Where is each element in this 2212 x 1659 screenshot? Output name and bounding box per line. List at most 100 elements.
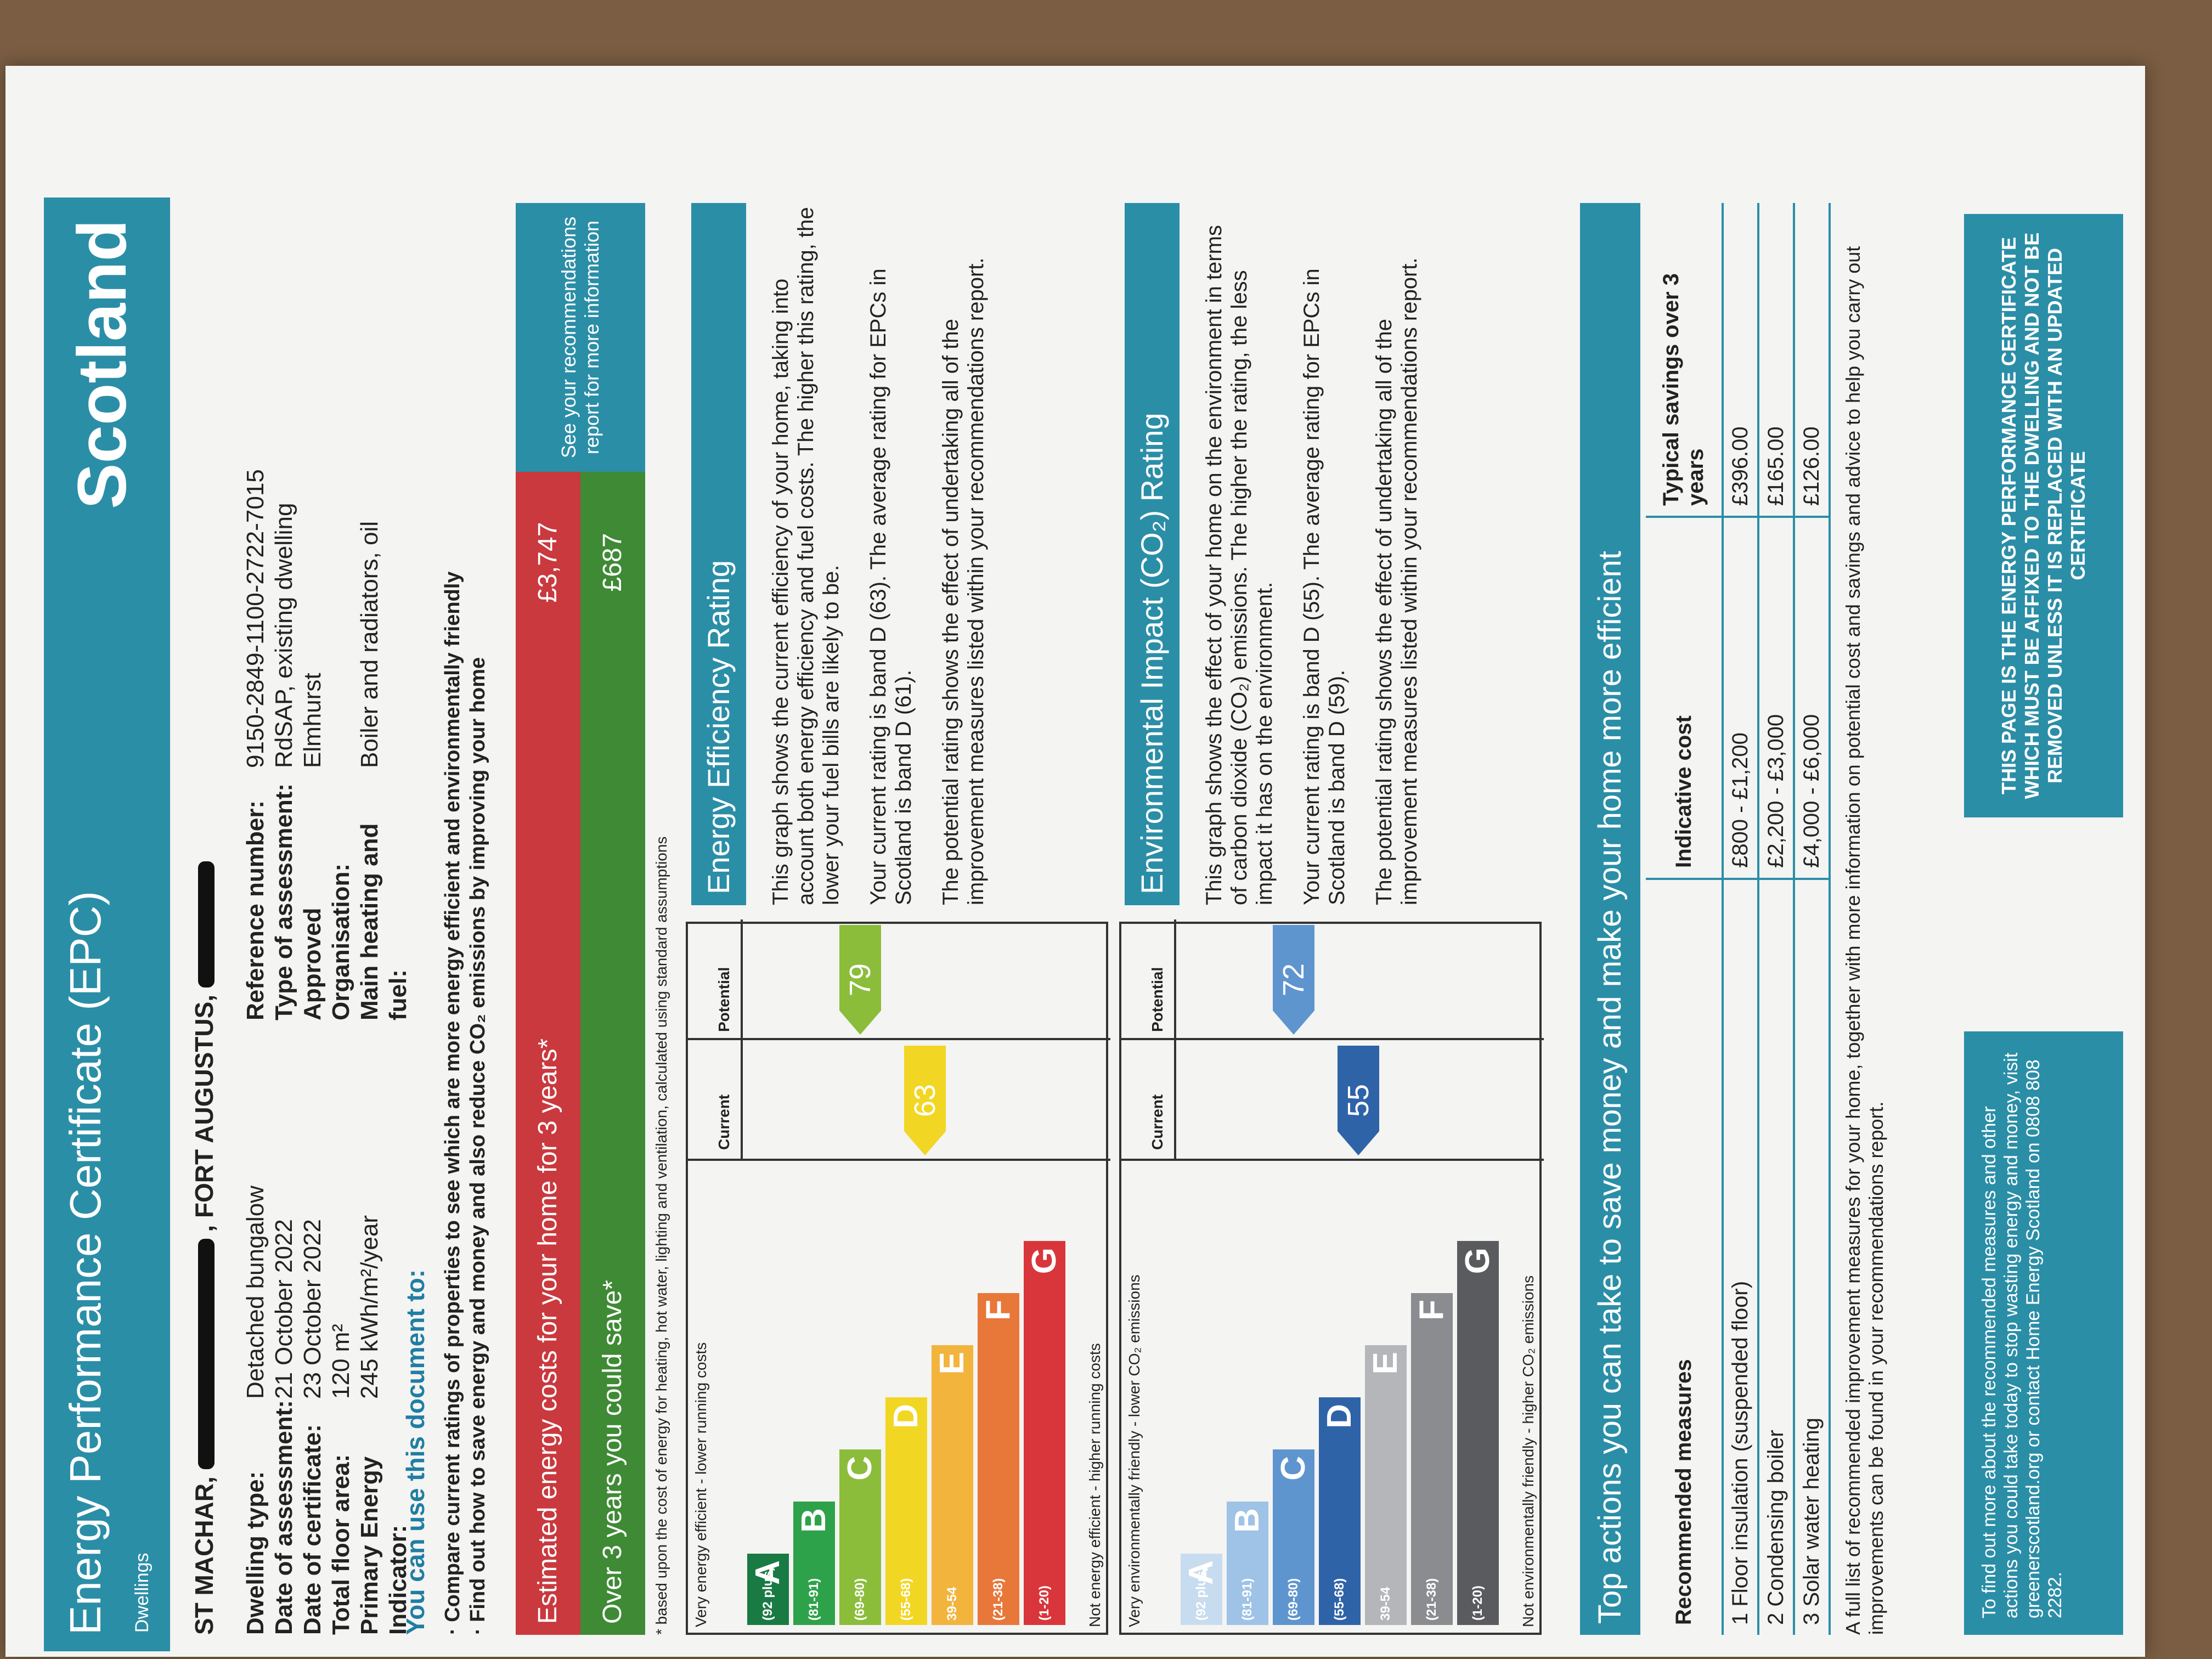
detail-row: Dwelling type: Detached bungalow [241, 1186, 270, 1635]
table-header-row: Recommended measures Indicative cost Typ… [1646, 203, 1723, 1635]
detail-label: Reference number: [242, 800, 269, 1020]
use-bullet-text: Compare current ratings of properties to… [441, 571, 464, 1622]
band-range: (69-80) [853, 1578, 867, 1621]
saving-cell: £396.00 [1723, 203, 1758, 517]
cost-footnote: * based upon the cost of energy for heat… [653, 836, 670, 1635]
detail-label: Dwelling type: [242, 1471, 269, 1635]
energy-efficiency-text: Energy Efficiency Rating This graph show… [691, 203, 1011, 905]
energy-efficiency-heading: Energy Efficiency Rating [691, 203, 746, 905]
detail-value: 23 October 2022 [299, 1219, 326, 1399]
band-range: (69-80) [1286, 1578, 1301, 1621]
detail-row: Date of assessment: 21 October 2022 [270, 1186, 298, 1635]
band-range: (1-20) [1037, 1585, 1052, 1621]
band-b: (81-91) B [1227, 1502, 1268, 1625]
column-header: Recommended measures [1671, 1359, 1696, 1625]
band-range: (1-20) [1470, 1585, 1485, 1621]
detail-row: Reference number: 9150-2849-1100-2722-70… [241, 469, 270, 1020]
use-document-heading: You can use this document to: [401, 1269, 430, 1635]
cost-cell: £800 - £1,200 [1723, 517, 1758, 879]
use-bullet-text: Find out how to save energy and money an… [466, 657, 489, 1622]
band-c: (69-80) C [839, 1449, 881, 1625]
savings-row: Over 3 years you could save* [580, 653, 645, 1635]
top-actions-section: Top actions you can take to save money a… [1580, 203, 1888, 1635]
savings-label: Over 3 years you could save* [598, 1280, 627, 1624]
saving-cell: £126.00 [1794, 203, 1830, 517]
document-title: Energy Performance Certificate (EPC) [61, 890, 110, 1635]
chart-divider [1121, 1038, 1544, 1040]
detail-row: Approved Organisation: Elmhurst [298, 469, 356, 1020]
band-e: 39-54 E [1365, 1345, 1407, 1625]
estimated-cost-row: Estimated energy costs for your home for… [516, 653, 580, 1635]
detail-value: 9150-2849-1100-2722-7015 [242, 469, 269, 768]
band-f: (21-38) F [1411, 1293, 1453, 1625]
address-town: , FORT AUGUSTUS, [190, 994, 218, 1232]
band-d: (55-68) D [1319, 1397, 1361, 1625]
band-range: (81-91) [806, 1578, 821, 1621]
band-letter: G [1459, 1248, 1497, 1274]
detail-value: 120 m² [328, 1324, 354, 1399]
country-label: Scotland [64, 219, 140, 509]
column-potential: Potential [1149, 967, 1166, 1032]
detail-label: Approved Organisation: [299, 863, 354, 1020]
environmental-impact-text: Environmental Impact (CO₂) Rating This g… [1125, 203, 1444, 905]
use-bullet: · Find out how to save energy and money … [466, 657, 489, 1635]
measure-cell: 2 Condensing boiler [1764, 1430, 1788, 1625]
ei-paragraph: The potential rating shows the effect of… [1372, 257, 1421, 906]
redaction-bar [198, 861, 215, 988]
estimated-cost-value: £3,747 [516, 472, 580, 653]
detail-value: Elmhurst [299, 673, 326, 768]
epc-document: Energy Performance Certificate (EPC) Dwe… [44, 198, 2145, 1651]
chart-top-caption: Very energy efficient - lower running co… [692, 1342, 709, 1627]
address-street: ST MACHAR, [190, 1476, 218, 1635]
footer-info-box: To find out more about the recommended m… [1964, 1031, 2123, 1635]
details-left: Dwelling type: Detached bungalow Date of… [241, 1186, 413, 1635]
detail-label: Date of assessment: [270, 1400, 297, 1635]
current-rating-marker: 55 [1338, 1046, 1379, 1155]
column-current: Current [1149, 1094, 1166, 1150]
band-f: (21-38) F [978, 1293, 1019, 1625]
band-range: (55-68) [1332, 1578, 1347, 1621]
redaction-bar [198, 1239, 215, 1470]
cost-panel: Estimated energy costs for your home for… [516, 653, 645, 1635]
band-range: (21-38) [991, 1578, 1006, 1621]
cost-values: £3,747 £687 [516, 472, 645, 653]
top-actions-heading: Top actions you can take to save money a… [1580, 203, 1640, 1635]
chart-divider [1121, 1159, 1544, 1161]
cost-cell: £4,000 - £6,000 [1794, 517, 1830, 879]
band-letter: D [887, 1404, 925, 1429]
band-letter: F [1413, 1300, 1451, 1321]
actions-table: Recommended measures Indicative cost Typ… [1646, 203, 1831, 1635]
recommendations-note: See your recommendations report for more… [516, 203, 645, 472]
band-range: (21-38) [1424, 1578, 1439, 1621]
band-e: 39-54 E [932, 1345, 973, 1625]
table-row: 1 Floor insulation (suspended floor) £80… [1723, 203, 1758, 1635]
actions-note: A full list of recommended improvement m… [1842, 246, 1887, 1635]
use-document-section: You can use this document to: · Compare … [400, 318, 490, 1635]
saving-cell: £165.00 [1758, 203, 1794, 517]
estimated-cost-label: Estimated energy costs for your home for… [533, 1038, 562, 1624]
band-range: (55-68) [899, 1578, 913, 1621]
detail-label: Date of certificate: [299, 1424, 326, 1635]
use-bullet: · Compare current ratings of properties … [441, 571, 464, 1635]
band-letter: E [1367, 1352, 1404, 1375]
band-letter: B [1228, 1508, 1266, 1533]
band-g: (1-20) G [1024, 1241, 1065, 1625]
cost-cell: £2,200 - £3,000 [1758, 517, 1794, 879]
detail-label: Total floor area: [328, 1454, 354, 1635]
band-range: 39-54 [945, 1587, 960, 1621]
detail-value: Detached bungalow [242, 1186, 269, 1399]
band-letter: C [1274, 1456, 1312, 1481]
ee-paragraph: The potential rating shows the effect of… [939, 257, 988, 906]
energy-efficiency-chart: Very energy efficient - lower running co… [686, 919, 1110, 1635]
chart-divider [688, 1038, 1110, 1040]
column-potential: Potential [715, 967, 732, 1032]
ee-paragraph: Your current rating is band D (63). The … [866, 268, 916, 905]
environmental-impact-heading: Environmental Impact (CO₂) Rating [1125, 203, 1180, 905]
band-letter: E [933, 1352, 971, 1375]
chart-bottom-caption: Not energy efficient - higher running co… [1086, 1343, 1103, 1627]
footer-legal-box: THIS PAGE IS THE ENERGY PERFORMANCE CERT… [1964, 214, 2123, 817]
band-letter: C [841, 1456, 879, 1481]
band-letter: D [1321, 1404, 1358, 1429]
measure-cell: 1 Floor insulation (suspended floor) [1728, 1280, 1752, 1625]
detail-value: RdSAP, existing dwelling [270, 503, 297, 768]
